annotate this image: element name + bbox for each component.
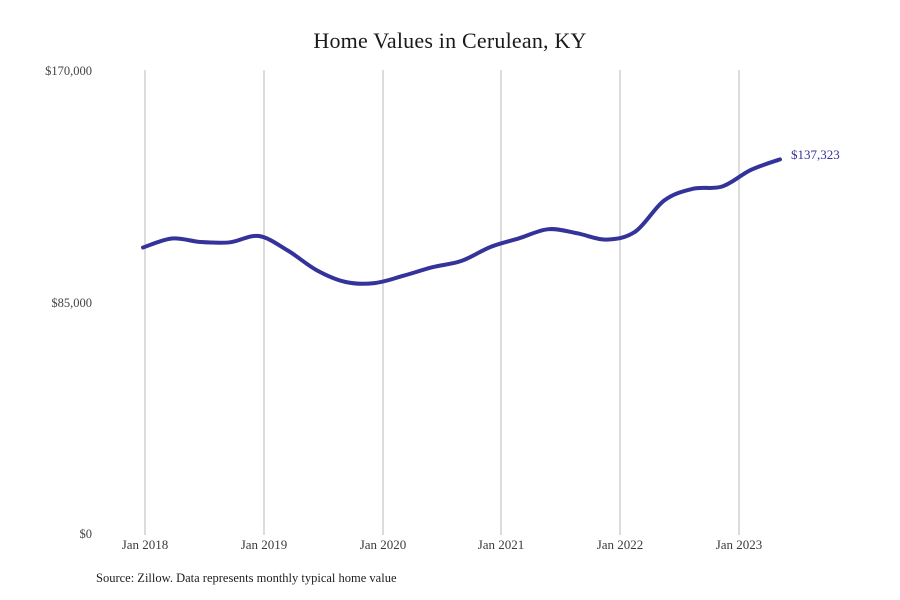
x-axis-tick-jan-2023: Jan 2023	[715, 537, 763, 552]
y-axis-tick-0: $0	[79, 527, 93, 541]
x-axis-tick-jan-2021: Jan 2021	[477, 537, 525, 552]
y-axis-tick-85000: $85,000	[51, 296, 92, 310]
page-title: Home Values in Cerulean, KY	[313, 28, 587, 53]
data-series-line	[141, 157, 782, 286]
x-axis-tick-jan-2022: Jan 2022	[596, 537, 644, 552]
end-value-annotation: $137,323	[791, 147, 840, 162]
x-axis-tick-jan-2020: Jan 2020	[359, 537, 407, 552]
x-axis-tick-jan-2019: Jan 2019	[240, 537, 288, 552]
y-axis-tick-170000: $170,000	[45, 64, 92, 78]
gridlines	[144, 70, 740, 535]
x-axis-tick-jan-2018: Jan 2018	[121, 537, 169, 552]
source-note: Source: Zillow. Data represents monthly …	[96, 571, 397, 585]
